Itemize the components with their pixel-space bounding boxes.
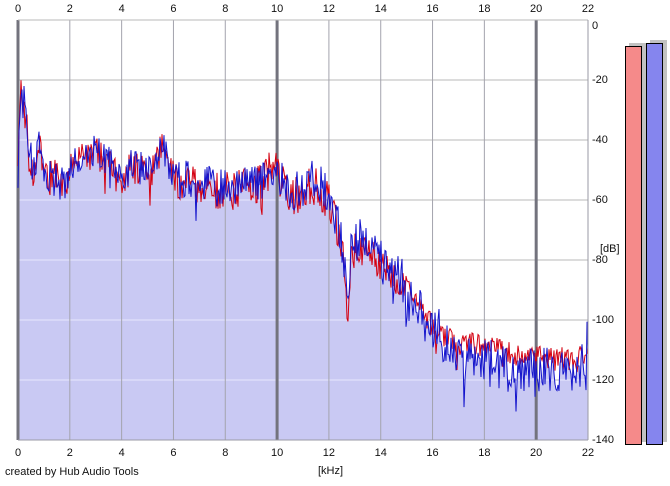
x-tick-label-top: 2 [66, 3, 73, 15]
blue-trace [17, 85, 589, 412]
x-tick-label-top: 18 [478, 3, 491, 15]
y-tick-label: 0 [592, 20, 599, 32]
x-tick-label-bottom: 4 [118, 447, 125, 459]
level-meter-blue [646, 43, 663, 445]
x-tick-label-top: 8 [222, 3, 229, 15]
y-tick-label: -40 [592, 134, 608, 146]
level-meter-red [625, 46, 642, 445]
x-tick-label-top: 0 [14, 3, 22, 15]
x-tick-label-bottom: 0 [14, 447, 22, 459]
x-tick-label-bottom: 6 [170, 447, 177, 459]
x-tick-label-top: 10 [270, 3, 284, 15]
y-tick-label: -140 [592, 434, 615, 446]
x-tick-label-bottom: 10 [270, 447, 284, 459]
x-axis-unit-label: [kHz] [318, 465, 344, 477]
x-tick-label-bottom: 8 [222, 447, 229, 459]
x-tick-label-bottom: 2 [66, 447, 73, 459]
x-tick-label-top: 22 [581, 3, 595, 15]
x-tick-label-top: 6 [170, 3, 177, 15]
x-tick-label-top: 12 [322, 3, 336, 15]
y-tick-label: -100 [592, 314, 615, 326]
y-tick-label: -80 [592, 254, 608, 266]
y-axis-unit-label: [dB] [600, 243, 620, 255]
x-tick-label-bottom: 20 [530, 447, 543, 459]
x-tick-label-bottom: 12 [322, 447, 336, 459]
x-tick-label-top: 14 [374, 3, 387, 15]
x-tick-label-bottom: 14 [374, 447, 387, 459]
y-tick-label: -120 [592, 374, 615, 386]
blue-area-fill [18, 86, 588, 440]
x-tick-label-top: 16 [426, 3, 439, 15]
x-tick-label-top: 4 [118, 3, 125, 15]
y-tick-label: -60 [592, 194, 608, 206]
y-tick-label: -20 [592, 74, 608, 86]
x-tick-label-bottom: 22 [581, 447, 595, 459]
x-tick-label-bottom: 16 [426, 447, 439, 459]
x-tick-label-top: 20 [530, 3, 543, 15]
credit-text: created by Hub Audio Tools [5, 466, 139, 478]
x-tick-label-bottom: 18 [478, 447, 491, 459]
